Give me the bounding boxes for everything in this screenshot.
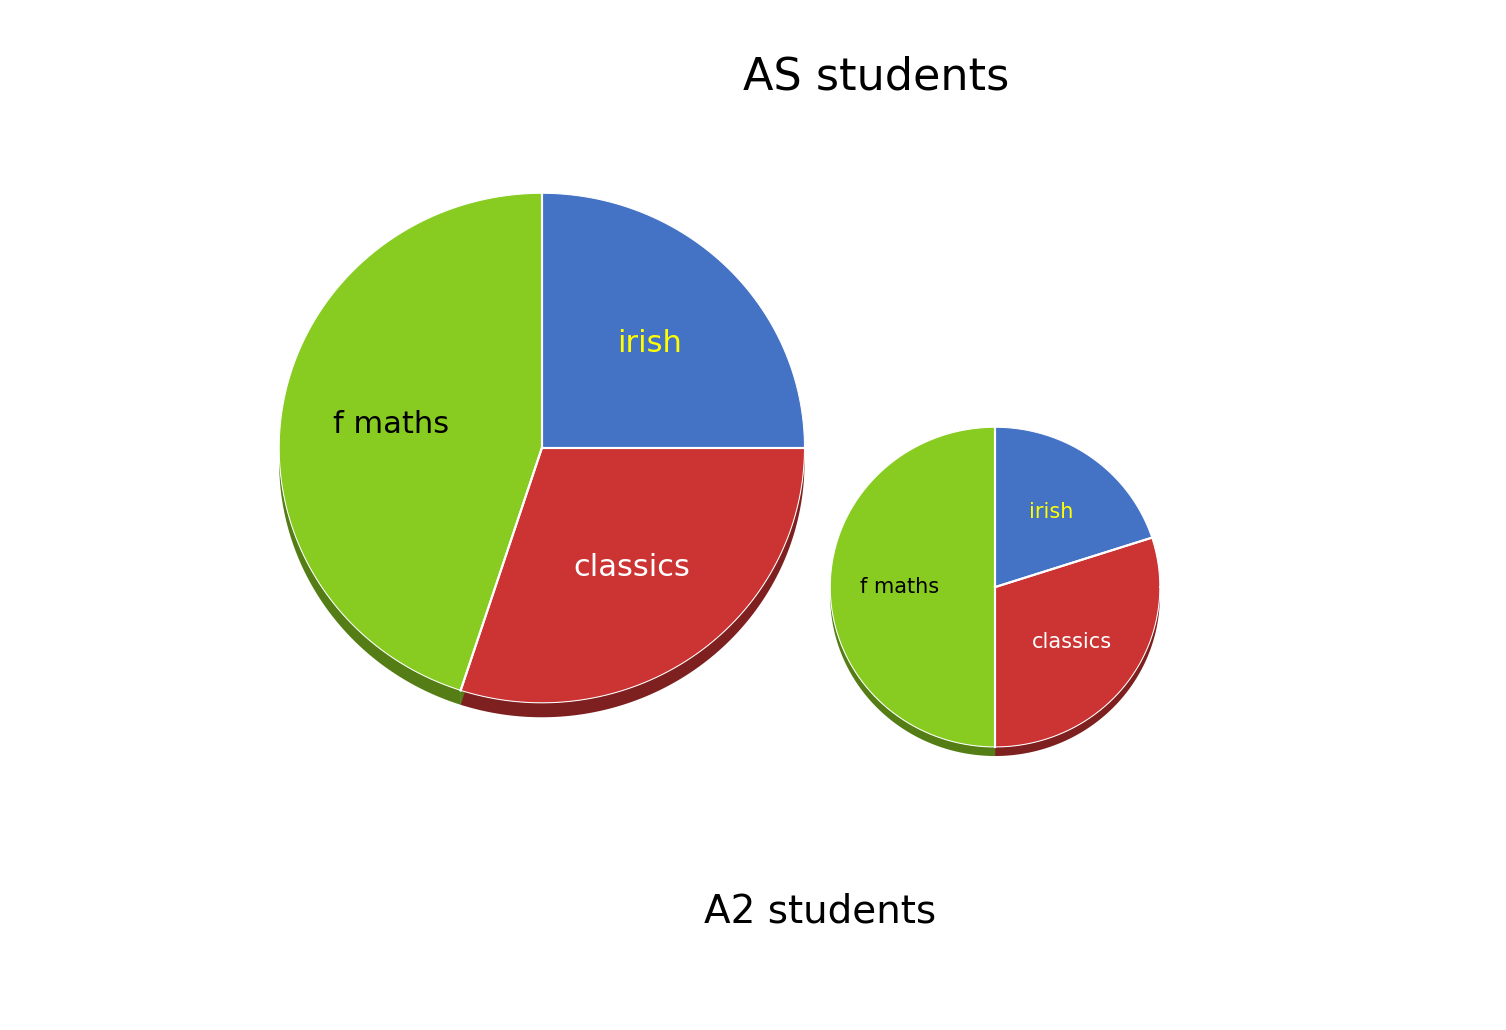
Polygon shape	[995, 427, 1152, 587]
Polygon shape	[542, 194, 804, 448]
Text: AS students: AS students	[744, 56, 1009, 99]
Polygon shape	[830, 427, 995, 747]
Polygon shape	[461, 450, 804, 717]
Text: f maths: f maths	[333, 410, 449, 440]
Text: irish: irish	[1029, 502, 1074, 522]
Polygon shape	[461, 448, 542, 705]
Polygon shape	[279, 194, 542, 690]
Text: A2 students: A2 students	[703, 893, 937, 930]
Text: classics: classics	[1032, 631, 1113, 652]
Text: classics: classics	[572, 553, 690, 582]
Polygon shape	[995, 538, 1160, 747]
Text: irish: irish	[617, 329, 682, 358]
Polygon shape	[461, 448, 804, 702]
Text: f maths: f maths	[860, 577, 940, 597]
Polygon shape	[830, 588, 995, 756]
Polygon shape	[279, 450, 461, 705]
Polygon shape	[461, 448, 542, 705]
Polygon shape	[995, 587, 1160, 756]
